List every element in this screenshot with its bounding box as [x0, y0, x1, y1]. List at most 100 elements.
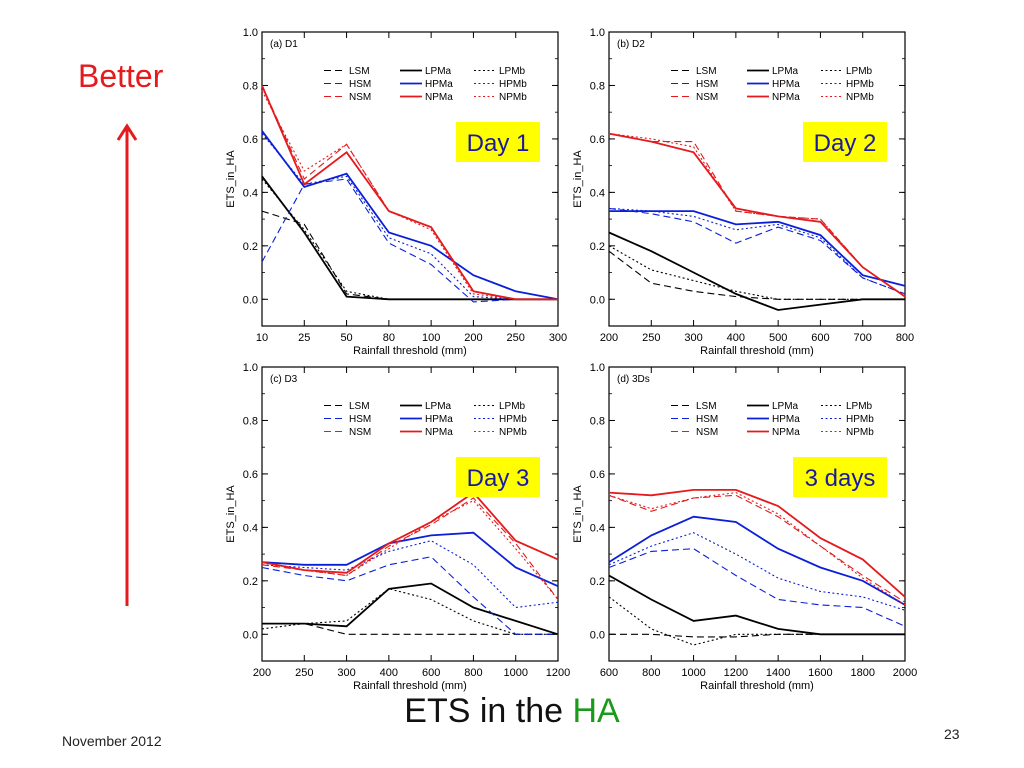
series-line-nsm: [261, 497, 559, 600]
series-line-hpmb: [608, 532, 906, 611]
y-tick-label: 0.6: [590, 134, 605, 146]
x-tick-label: 300: [337, 667, 355, 679]
series-line-npma: [261, 85, 558, 301]
day-badge-text: 3 days: [805, 465, 876, 492]
x-tick-label: 1200: [724, 667, 748, 679]
y-tick-label: 0.8: [243, 80, 258, 92]
plot-frame: [261, 366, 559, 662]
legend-label-hpmb: HPMb: [499, 79, 527, 90]
y-axis-label: ETS_in_HA: [225, 150, 237, 208]
y-tick-label: 1.0: [243, 362, 258, 374]
series-line-lpma: [262, 582, 559, 636]
legend-label-hpmb: HPMb: [846, 79, 874, 90]
legend-label-hsm: HSM: [349, 414, 371, 425]
day-badge: [456, 457, 540, 497]
series-line-hpmb: [261, 540, 559, 609]
series-line-lsm: [262, 623, 558, 635]
legend-label-lpma: LPMa: [425, 401, 452, 412]
panel-2: 0.0 0.2 0.4 0.6 0.8 1.0 200 250 300 400 500 600 700 8…: [572, 27, 914, 357]
x-tick-label: 1400: [766, 667, 790, 679]
series-line-hsm: [261, 556, 558, 635]
slide-title: ETS in the HA: [0, 692, 1024, 731]
x-tick-label: 200: [253, 667, 271, 679]
y-tick-label: 0.4: [243, 522, 258, 534]
legend-label-nsm: NSM: [349, 427, 371, 438]
legend-label-hpmb: HPMb: [846, 414, 874, 425]
y-tick-label: 0.2: [243, 241, 258, 253]
y-tick-label: 1.0: [590, 27, 605, 39]
x-axis-label: Rainfall threshold (mm): [700, 345, 814, 357]
y-tick-label: 0.0: [590, 629, 605, 641]
panel-3: 0.0 0.2 0.4 0.6 0.8 1.0 200 250 300 400 600 800 1000…: [225, 362, 570, 692]
legend-label-hsm: HSM: [696, 414, 718, 425]
legend-label-lsm: LSM: [349, 66, 370, 77]
series-line-npmb: [608, 133, 906, 298]
series-line-hsm: [261, 178, 558, 303]
y-tick-label: 0.6: [590, 469, 605, 481]
legend-label-lpma: LPMa: [772, 401, 799, 412]
y-axis-label: ETS_in_HA: [572, 150, 584, 208]
panel-label: (a) D1: [270, 39, 298, 50]
x-tick-label: 2000: [893, 667, 917, 679]
series-line-nsm: [608, 133, 906, 298]
x-tick-label: 600: [600, 667, 618, 679]
series-line-hpma: [261, 130, 559, 301]
legend-label-lsm: LSM: [349, 401, 370, 412]
y-tick-label: 1.0: [243, 27, 258, 39]
better-label: Better: [78, 58, 164, 94]
series-line-hpmb: [608, 207, 906, 295]
series-line-lpmb: [261, 588, 558, 635]
series-line-npmb: [261, 90, 558, 300]
legend-label-nsm: NSM: [349, 92, 371, 103]
x-tick-label: 100: [422, 332, 440, 344]
x-tick-label: 800: [896, 332, 914, 344]
legend-label-hsm: HSM: [349, 79, 371, 90]
x-tick-label: 25: [298, 332, 310, 344]
y-tick-label: 0.2: [590, 241, 605, 253]
legend-label-npmb: NPMb: [846, 92, 874, 103]
day-badge-text: Day 3: [467, 465, 530, 492]
legend-label-hpmb: HPMb: [499, 414, 527, 425]
panel-4: 0.0 0.2 0.4 0.6 0.8 1.0 600 800 1000 1200 1400 1600…: [572, 362, 917, 692]
series-line-nsm: [261, 85, 558, 300]
legend-label-npma: NPMa: [772, 92, 800, 103]
legend-label-hpma: HPMa: [425, 414, 453, 425]
series-line-lpma: [608, 574, 905, 636]
y-tick-label: 0.6: [243, 469, 258, 481]
x-tick-label: 250: [507, 332, 525, 344]
legend-label-hpma: HPMa: [772, 79, 800, 90]
ets-chart-grid: 0.00.20.40.60.81.010 25 50 80 100 200 250 300Ra…: [225, 27, 917, 692]
legend-label-hpma: HPMa: [772, 414, 800, 425]
series-line-npmb: [261, 499, 559, 600]
series-line-npma: [261, 491, 559, 574]
legend-label-lpmb: LPMb: [846, 66, 873, 77]
x-tick-label: 300: [549, 332, 567, 344]
series-line-nsm: [608, 494, 906, 603]
y-tick-label: 1.0: [590, 362, 605, 374]
y-axis-label: ETS_in_HA: [225, 485, 237, 543]
legend-label-npmb: NPMb: [846, 427, 874, 438]
x-tick-label: 200: [464, 332, 482, 344]
y-tick-label: 0.2: [243, 576, 258, 588]
x-tick-label: 250: [295, 667, 313, 679]
legend-label-lsm: LSM: [696, 401, 717, 412]
day-badge: [456, 122, 540, 162]
legend-label-npma: NPMa: [425, 92, 453, 103]
y-tick-label: 0.4: [243, 187, 258, 199]
series-line-lpmb: [608, 596, 905, 646]
legend-label-lpmb: LPMb: [499, 401, 526, 412]
x-tick-label: 1600: [808, 667, 832, 679]
series-line-lpma: [608, 231, 905, 311]
legend-label-lsm: LSM: [696, 66, 717, 77]
y-tick-label: 0.8: [590, 80, 605, 92]
x-tick-label: 500: [769, 332, 787, 344]
title-highlight: HA: [572, 692, 620, 730]
series-line-npma: [608, 488, 906, 598]
series-line-hpma: [261, 531, 559, 588]
legend-label-npmb: NPMb: [499, 92, 527, 103]
page-number: 23: [944, 726, 960, 742]
legend-label-nsm: NSM: [696, 92, 718, 103]
y-tick-label: 0.4: [590, 187, 605, 199]
legend-label-hpma: HPMa: [425, 79, 453, 90]
x-tick-label: 600: [811, 332, 829, 344]
